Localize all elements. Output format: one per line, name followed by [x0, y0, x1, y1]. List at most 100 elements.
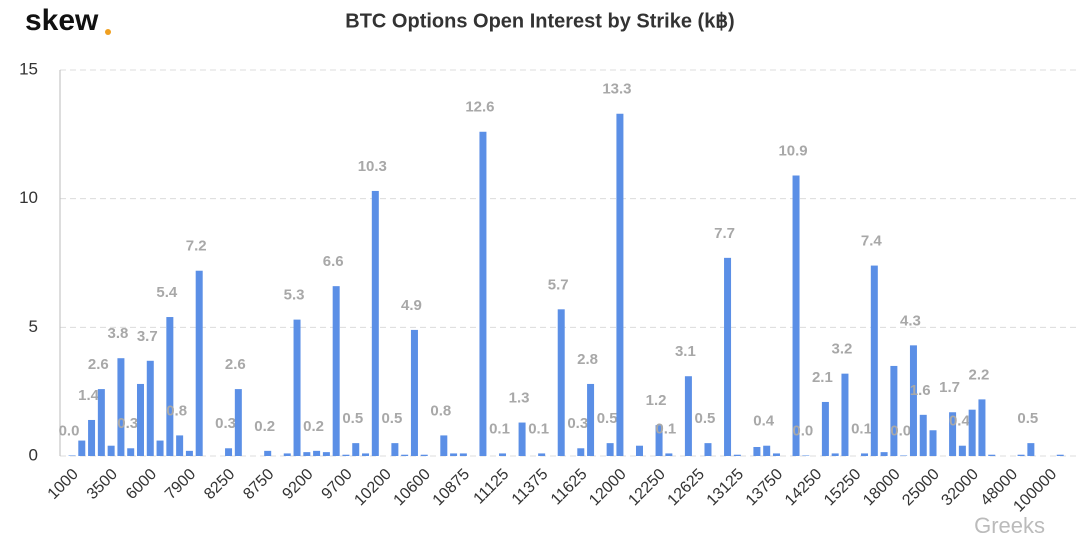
x-tick-label: 7900: [162, 466, 199, 503]
bar: [97, 389, 105, 456]
value-label: 0.4: [753, 413, 775, 430]
bar: [665, 453, 673, 456]
x-tick-label: 11625: [548, 466, 591, 509]
bar: [450, 453, 458, 456]
value-label: 5.4: [156, 284, 178, 301]
bar: [733, 454, 741, 456]
bar: [88, 419, 96, 456]
bar: [401, 454, 409, 456]
x-tick-label: 1000: [45, 466, 82, 503]
bar: [988, 454, 996, 456]
bar: [342, 454, 350, 456]
bar: [900, 455, 908, 456]
value-label: 2.1: [812, 369, 833, 386]
x-tick-label: 32000: [938, 466, 982, 510]
value-label: 0.0: [792, 422, 813, 439]
bar: [968, 409, 976, 456]
bar: [136, 383, 144, 456]
bar: [107, 445, 115, 456]
value-label: 2.8: [577, 351, 598, 368]
value-label: 0.5: [597, 410, 618, 427]
value-label: 0.3: [117, 415, 138, 432]
bar: [635, 445, 643, 456]
value-label: 2.2: [969, 366, 990, 383]
bar: [831, 453, 839, 456]
value-label: 0.5: [1017, 410, 1038, 427]
bar: [587, 383, 595, 456]
bar: [322, 452, 330, 456]
x-tick-label: 9200: [279, 466, 316, 503]
bar: [440, 435, 448, 456]
value-label: 7.7: [714, 225, 735, 242]
bar: [410, 329, 418, 456]
x-tick-label: 12625: [665, 466, 709, 510]
value-label: 0.8: [166, 402, 187, 419]
value-label: 0.3: [215, 415, 236, 432]
chart-title: BTC Options Open Interest by Strike (k฿): [345, 10, 734, 32]
bar: [880, 452, 888, 456]
value-label: 0.5: [381, 410, 402, 427]
bar: [117, 358, 125, 456]
bar: [821, 401, 829, 456]
bar: [195, 270, 203, 456]
x-tick-label: 11375: [509, 466, 552, 509]
value-label: 10.3: [358, 158, 387, 175]
bar: [606, 443, 614, 456]
x-tick-label: 18000: [860, 466, 904, 510]
bar: [479, 131, 487, 456]
bar: [225, 448, 233, 456]
bar: [704, 443, 712, 456]
value-label: 1.2: [646, 392, 667, 409]
value-label: 5.7: [548, 276, 569, 293]
value-label: 10.9: [778, 142, 807, 159]
x-tick-label: 100000: [1010, 466, 1060, 516]
bar: [792, 175, 800, 457]
y-tick-label: 10: [19, 188, 38, 207]
bar: [459, 453, 467, 456]
value-label: 0.2: [303, 418, 324, 435]
x-tick-label: 8250: [201, 466, 238, 503]
bar: [352, 443, 360, 456]
bar: [949, 412, 957, 456]
value-label: 0.1: [851, 420, 872, 437]
value-label: 0.2: [254, 418, 275, 435]
x-tick-label: 10200: [351, 466, 395, 510]
bar: [420, 454, 428, 456]
value-label: 4.3: [900, 312, 921, 329]
bar: [919, 414, 927, 456]
bar: [655, 425, 663, 456]
bar: [616, 113, 624, 456]
x-tick-label: 12000: [586, 466, 630, 510]
x-tick-label: 14250: [782, 466, 826, 510]
brand-dot: [105, 29, 111, 35]
bar: [929, 430, 937, 456]
x-tick-label: 13125: [704, 466, 748, 510]
y-tick-label: 0: [29, 445, 38, 464]
value-label: 3.8: [107, 325, 128, 342]
bar: [362, 453, 370, 456]
value-label: 0.4: [949, 413, 971, 430]
value-label: 3.2: [832, 341, 853, 358]
bar: [1017, 454, 1025, 456]
bar: [293, 319, 301, 456]
value-label: 0.0: [59, 422, 80, 439]
bar: [724, 257, 732, 456]
value-label: 3.1: [675, 343, 696, 360]
value-label: 13.3: [602, 81, 631, 98]
bar: [332, 286, 340, 456]
bar: [127, 448, 135, 456]
value-label: 12.6: [465, 99, 494, 116]
bar: [185, 450, 193, 456]
value-label: 1.3: [509, 390, 530, 407]
value-label: 2.6: [88, 356, 109, 373]
x-tick-label: 6000: [123, 466, 160, 503]
value-label: 0.1: [489, 420, 510, 437]
bar: [557, 309, 565, 456]
bar: [978, 399, 986, 456]
bar: [303, 452, 311, 456]
bar: [909, 345, 917, 456]
bar: [264, 450, 272, 456]
value-label: 1.7: [939, 379, 960, 396]
